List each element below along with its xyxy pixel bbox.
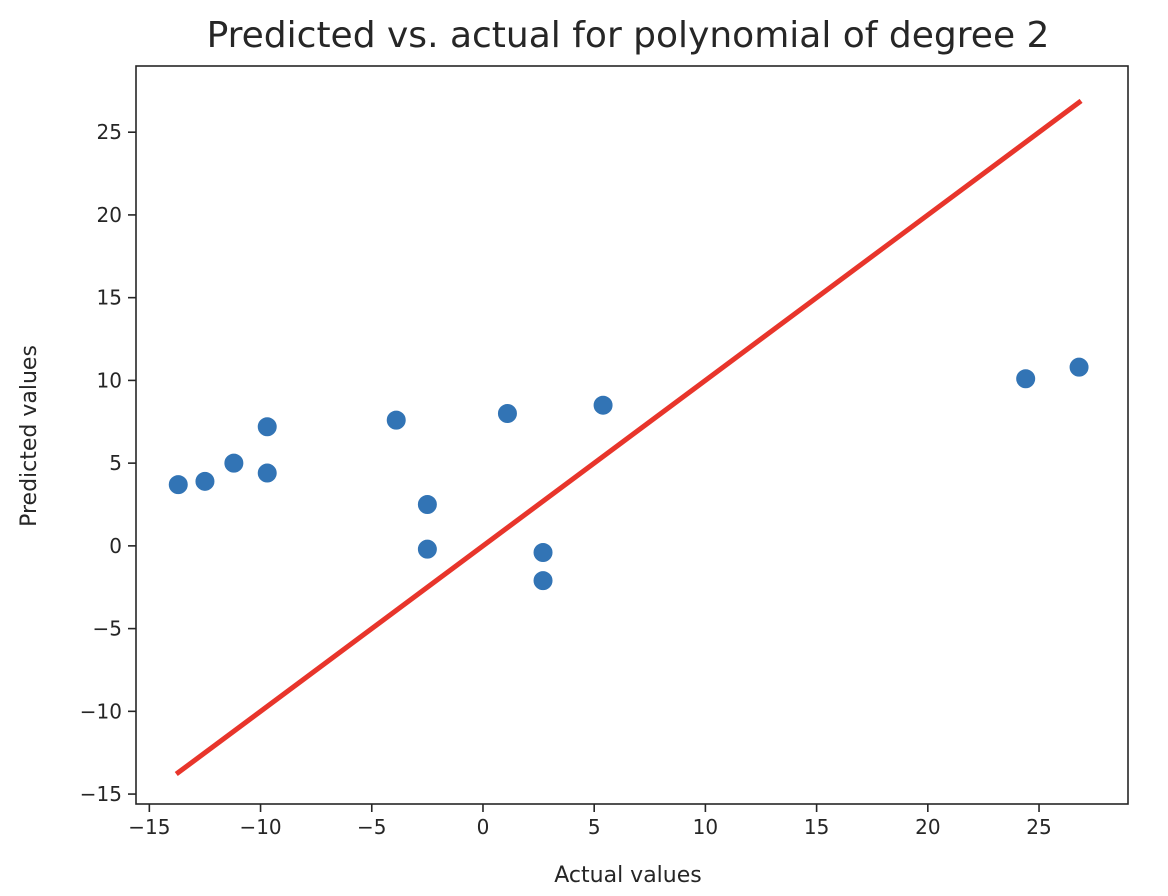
scatter-point xyxy=(194,470,216,492)
y-tick-label: 20 xyxy=(97,203,122,227)
y-tick-label: 5 xyxy=(109,451,122,475)
y-tick-label: 15 xyxy=(97,286,122,310)
scatter-point xyxy=(256,416,278,438)
x-tick-label: 20 xyxy=(915,815,940,839)
scatter-point xyxy=(496,402,518,424)
scatter-point xyxy=(1068,356,1090,378)
scatter-point xyxy=(416,493,438,515)
scatter-point xyxy=(532,570,554,592)
x-tick-label: −5 xyxy=(357,815,386,839)
x-tick-label: 15 xyxy=(804,815,829,839)
y-axis-ticks: −15 −10 −5 0 5 10 15 20 25 xyxy=(80,120,136,806)
scatter-point xyxy=(167,474,189,496)
x-axis-ticks: −15 −10 −5 0 5 10 15 20 25 xyxy=(128,804,1052,839)
identity-line xyxy=(174,98,1083,777)
y-axis-label: Predicted values xyxy=(17,345,42,527)
x-axis-label: Actual values xyxy=(554,863,701,888)
y-tick-label: 10 xyxy=(97,368,122,392)
scatter-point xyxy=(1015,368,1037,390)
scatter-point xyxy=(256,462,278,484)
plot-series xyxy=(167,98,1090,777)
y-tick-label: 25 xyxy=(97,120,122,144)
scatter-point xyxy=(223,452,245,474)
x-tick-label: −15 xyxy=(128,815,170,839)
scatter-point xyxy=(385,409,407,431)
y-tick-label: −10 xyxy=(80,699,122,723)
scatter-point xyxy=(592,394,614,416)
x-tick-label: 0 xyxy=(477,815,490,839)
y-tick-label: −5 xyxy=(93,617,122,641)
axes xyxy=(135,65,1129,805)
scatter-point xyxy=(416,538,438,560)
y-tick-label: 0 xyxy=(109,534,122,558)
plot-frame xyxy=(135,65,1129,805)
x-tick-label: −10 xyxy=(239,815,281,839)
chart-title: Predicted vs. actual for polynomial of d… xyxy=(207,15,1050,56)
x-tick-label: 10 xyxy=(693,815,718,839)
x-tick-label: 25 xyxy=(1026,815,1051,839)
scatter-point xyxy=(532,541,554,563)
y-tick-label: −15 xyxy=(80,782,122,806)
x-tick-label: 5 xyxy=(588,815,601,839)
